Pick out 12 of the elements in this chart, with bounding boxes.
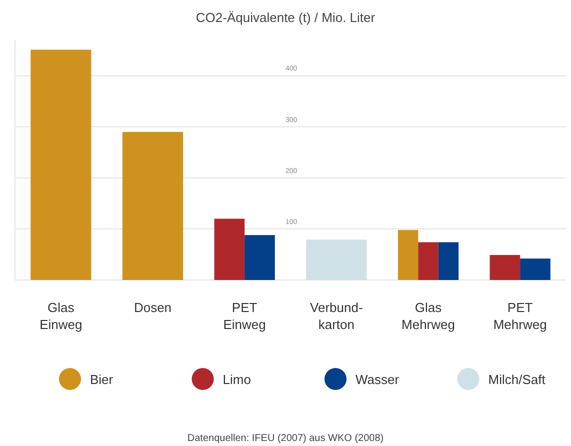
legend-label: Milch/Saft — [488, 372, 546, 387]
x-tick-label: PET Mehrweg — [493, 300, 547, 332]
x-tick-label: PET Einweg — [223, 300, 266, 332]
chart-title: CO2-Äquivalente (t) / Mio. Liter — [196, 10, 376, 25]
legend-label: Bier — [90, 372, 114, 387]
x-tick-label: Glas Mehrweg — [402, 300, 455, 332]
x-tick-label: Verbund- karton — [310, 300, 363, 332]
legend-label: Wasser — [356, 372, 400, 387]
legend-label: Limo — [222, 372, 251, 387]
text: Datenquellen: IFEU (2007) aus WKO (2008) — [187, 433, 384, 444]
x-tick-label: Dosen — [134, 300, 172, 315]
x-tick-label: Glas Einweg — [40, 300, 82, 332]
